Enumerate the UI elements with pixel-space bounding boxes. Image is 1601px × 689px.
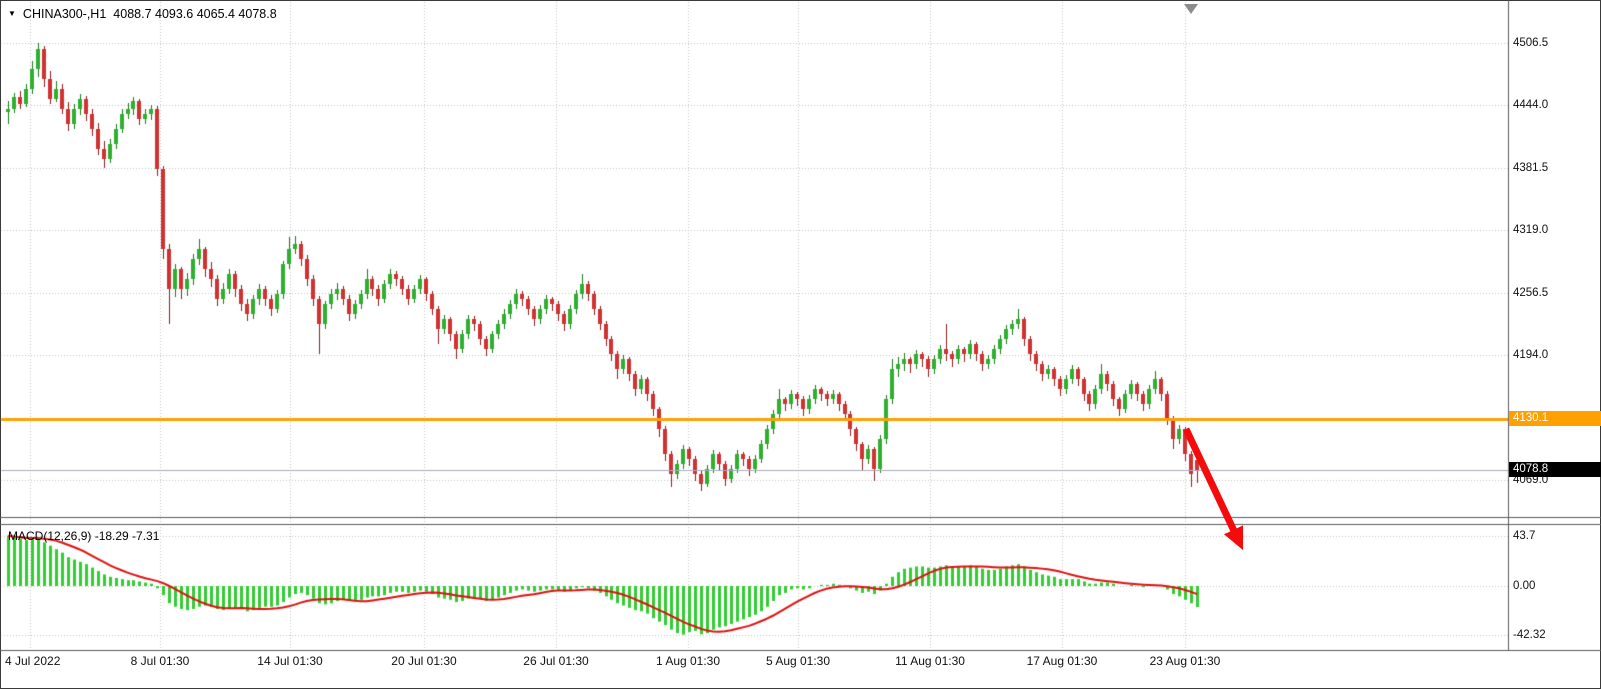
- time-axis-label: 4 Jul 2022: [5, 654, 61, 668]
- macd-axis-label: 0.00: [1513, 580, 1536, 592]
- macd-axis-label: 43.7: [1513, 529, 1536, 542]
- time-axis-label: 14 Jul 01:30: [257, 654, 323, 668]
- ohlc-values-label: 4088.7 4093.6 4065.4 4078.8: [113, 7, 277, 21]
- time-axis-label: 23 Aug 01:30: [1149, 654, 1221, 668]
- macd-axis[interactable]: 43.7 0.00 -42.32: [1509, 0, 1601, 650]
- time-axis[interactable]: 4 Jul 2022 8 Jul 01:30 14 Jul 01:30 20 Jul …: [0, 651, 1601, 675]
- time-axis-label: 5 Aug 01:30: [765, 654, 831, 668]
- time-axis-label: 17 Aug 01:30: [1026, 654, 1098, 668]
- resistance-price-badge: 4130.1: [1509, 410, 1601, 426]
- time-axis-label: 26 Jul 01:30: [523, 654, 589, 668]
- chart-title: ▼ CHINA300-,H1 4088.7 4093.6 4065.4 4078…: [8, 7, 277, 21]
- macd-indicator-label: MACD(12,26,9) -18.29 -7.31: [8, 529, 160, 543]
- price-axis-label: 4256.5: [1513, 286, 1549, 299]
- time-axis-label: 20 Jul 01:30: [391, 654, 457, 668]
- symbol-dropdown-icon[interactable]: ▼: [8, 9, 16, 18]
- time-axis-label: 11 Aug 01:30: [895, 654, 965, 668]
- price-axis-label: 4381.5: [1513, 161, 1549, 174]
- price-axis-label: 4506.5: [1513, 36, 1549, 49]
- price-axis-label: 4319.0: [1513, 224, 1549, 236]
- time-axis-label: 8 Jul 01:30: [130, 654, 190, 668]
- macd-axis-label: -42.32: [1513, 628, 1546, 641]
- chart-shift-marker-icon[interactable]: [1184, 4, 1198, 14]
- price-axis-label: 4194.0: [1513, 349, 1549, 361]
- symbol-period-label: CHINA300-,H1: [22, 7, 107, 21]
- price-axis[interactable]: 4506.5 4444.0 4381.5 4319.0 4256.5 4194.0 4069…: [1509, 0, 1601, 650]
- current-price-badge: 4078.8: [1509, 462, 1601, 478]
- time-axis-label: 1 Aug 01:30: [655, 654, 721, 668]
- price-axis-label: 4444.0: [1513, 99, 1549, 111]
